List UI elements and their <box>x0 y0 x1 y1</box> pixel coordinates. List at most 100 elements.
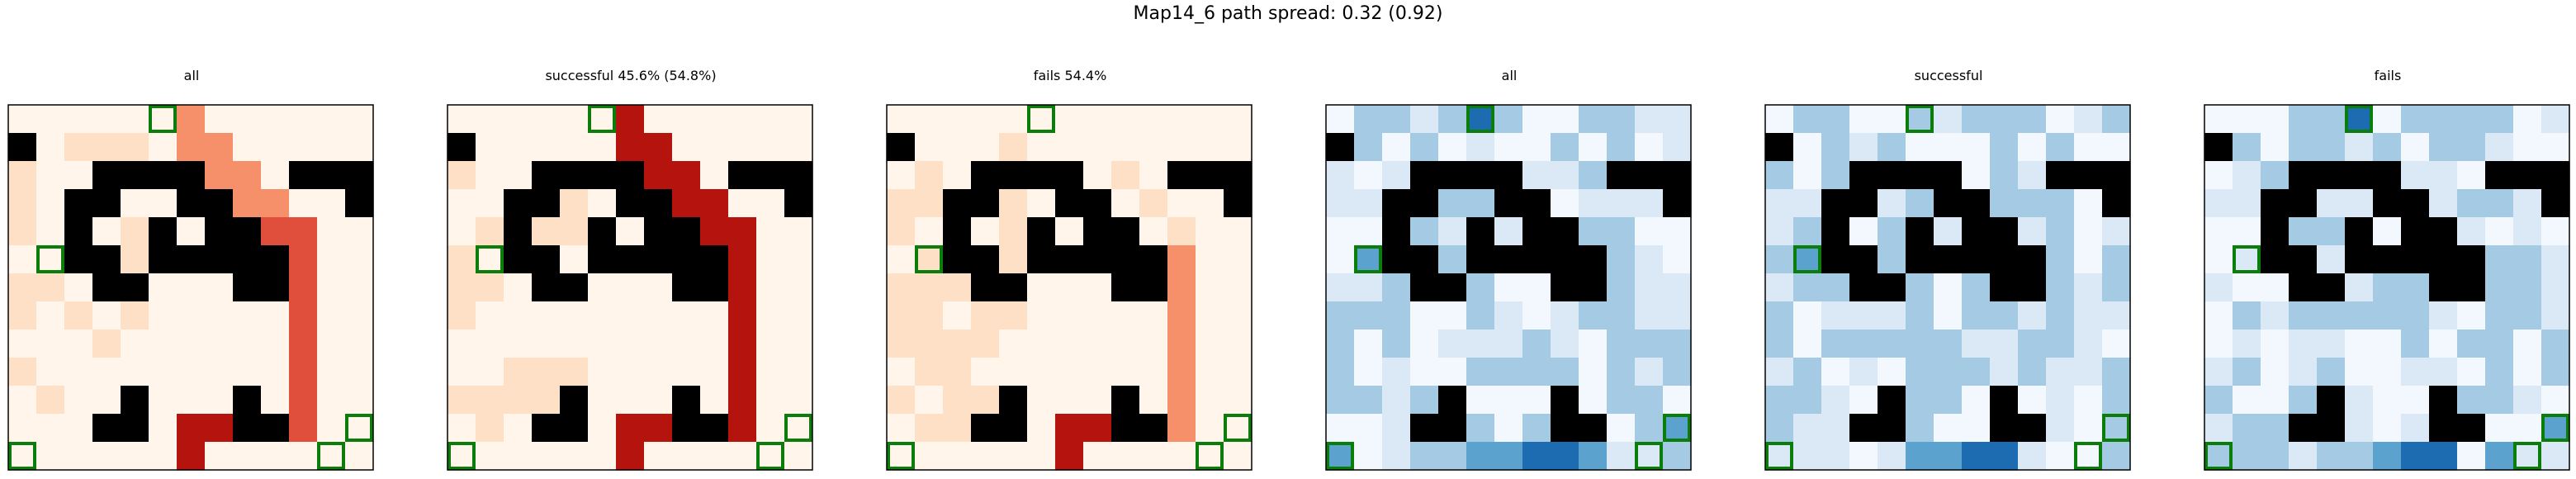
heat-cell <box>1196 217 1224 246</box>
heat-cell <box>317 442 346 471</box>
heat-cell <box>64 273 93 302</box>
heat-cell <box>1139 133 1168 162</box>
heat-cell <box>2457 442 2486 471</box>
heat-cell <box>2317 330 2346 358</box>
wall-cell <box>971 189 1000 218</box>
heat-cell <box>1224 245 1252 274</box>
heat-cell <box>1438 330 1467 358</box>
heat-cell <box>1438 217 1467 246</box>
heat-cell <box>1354 133 1383 162</box>
heat-cell <box>261 442 290 471</box>
heat-cell <box>1167 245 1196 274</box>
heat-cell <box>2485 105 2514 134</box>
heat-cell <box>2373 358 2402 387</box>
heat-cell <box>672 358 701 387</box>
target-marker <box>1663 414 1691 442</box>
wall-cell <box>1551 217 1579 246</box>
heat-cell <box>1466 189 1495 218</box>
axes-frame <box>1325 104 1692 471</box>
heat-cell <box>1410 217 1439 246</box>
heat-cell <box>1139 358 1168 387</box>
heat-cell <box>532 330 561 358</box>
heat-cell <box>2204 245 2233 274</box>
heat-cell <box>2102 245 2131 274</box>
heat-cell <box>2074 189 2103 218</box>
heat-cell <box>92 442 121 471</box>
heat-cell <box>2401 330 2430 358</box>
heat-cell <box>177 105 206 134</box>
heat-cell <box>784 273 813 302</box>
heat-cell <box>1635 301 1664 330</box>
heat-cell <box>1579 330 1608 358</box>
wall-cell <box>1438 273 1467 302</box>
heat-cell <box>2102 273 2131 302</box>
heat-cell <box>2204 414 2233 443</box>
heat-cell <box>756 273 785 302</box>
heat-cell <box>2513 414 2542 443</box>
wall-cell <box>2541 189 2570 218</box>
heat-cell <box>233 189 262 218</box>
wall-cell <box>205 189 234 218</box>
heat-cell <box>887 330 916 358</box>
heat-cell <box>92 330 121 358</box>
wall-cell <box>1410 161 1439 190</box>
wall-cell <box>345 161 374 190</box>
heat-cell <box>205 414 234 443</box>
wall-cell <box>2513 161 2542 190</box>
heat-cell <box>728 273 757 302</box>
heat-cell <box>1167 358 1196 387</box>
heat-cell <box>1551 358 1579 387</box>
heat-cell <box>1551 330 1579 358</box>
heat-cell <box>1522 414 1551 443</box>
heat-cell <box>1167 301 1196 330</box>
heat-cell <box>2429 358 2458 387</box>
heat-cell <box>2074 330 2103 358</box>
wall-cell <box>672 414 701 443</box>
wall-cell <box>149 245 178 274</box>
heat-cell <box>1196 386 1224 415</box>
heat-cell <box>177 358 206 387</box>
heat-cell <box>1793 217 1822 246</box>
heat-cell <box>2102 386 2131 415</box>
heat-cell <box>644 273 673 302</box>
heat-cell <box>149 386 178 415</box>
heat-cell <box>261 301 290 330</box>
heat-cell <box>2485 133 2514 162</box>
heat-cell <box>2204 217 2233 246</box>
heat-cell <box>1990 301 2019 330</box>
wall-cell <box>1438 386 1467 415</box>
heat-cell <box>2485 442 2514 471</box>
heat-cell <box>999 189 1028 218</box>
heat-cell <box>644 133 673 162</box>
heat-cell <box>1793 386 1822 415</box>
wall-cell <box>2373 189 2402 218</box>
heat-cell <box>700 217 729 246</box>
heat-cell <box>2345 358 2374 387</box>
heat-cell <box>644 442 673 471</box>
heat-cell <box>1055 105 1084 134</box>
heat-cell <box>532 442 561 471</box>
heat-cell <box>616 105 645 134</box>
heat-cell <box>2401 414 2430 443</box>
heat-cell <box>700 358 729 387</box>
target-marker <box>1196 442 1224 470</box>
heat-cell <box>476 217 504 246</box>
heat-cell <box>1326 358 1355 387</box>
heat-cell <box>1607 301 1636 330</box>
heat-cell <box>1494 105 1523 134</box>
heat-cell <box>644 105 673 134</box>
heat-cell <box>644 161 673 190</box>
heat-cell <box>2485 301 2514 330</box>
heat-cell <box>1167 189 1196 218</box>
heatmap-panel <box>2204 104 2570 471</box>
heat-cell <box>560 358 589 387</box>
heat-cell <box>2261 358 2290 387</box>
heat-cell <box>1793 442 1822 471</box>
heat-cell <box>2074 245 2103 274</box>
heat-cell <box>756 301 785 330</box>
heat-cell <box>1354 273 1383 302</box>
heat-cell <box>2204 386 2233 415</box>
wall-cell <box>2317 414 2346 443</box>
heat-cell <box>1111 301 1140 330</box>
heat-cell <box>345 330 374 358</box>
